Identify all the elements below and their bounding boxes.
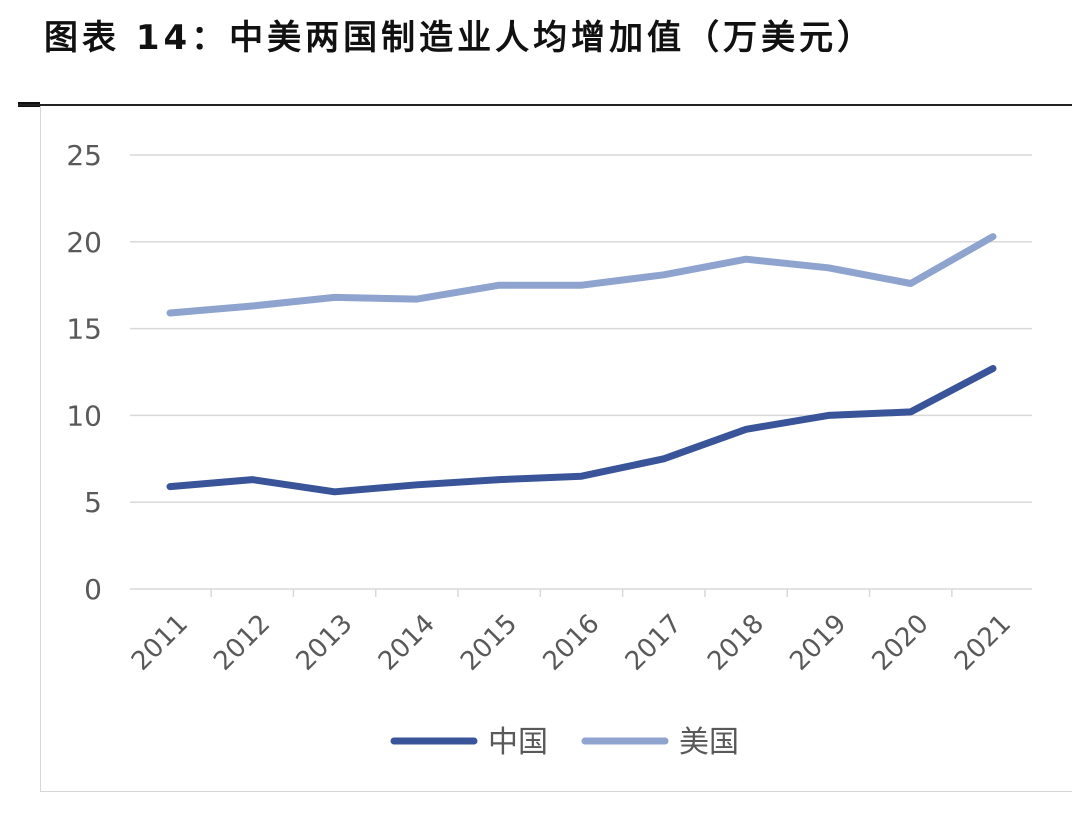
- gridlines: [130, 154, 1032, 597]
- x-tick-label: 2014: [373, 609, 441, 677]
- title-rule: [18, 104, 1072, 106]
- y-axis-ticks: 0 5 10 15 20 25: [66, 139, 102, 606]
- x-tick-label: 2018: [702, 609, 770, 677]
- x-tick-label: 2019: [784, 609, 852, 677]
- y-tick-label: 10: [66, 399, 102, 432]
- x-tick-label: 2017: [620, 609, 688, 677]
- y-tick-label: 25: [66, 139, 102, 172]
- series-line-1: [166, 233, 997, 317]
- x-tick-label: 2016: [537, 609, 605, 677]
- y-tick-label: 15: [66, 313, 102, 346]
- series-lines: [166, 233, 997, 496]
- x-tick-label: 2012: [208, 609, 276, 677]
- legend: 中国 美国: [390, 725, 739, 760]
- legend-label-0: 中国: [488, 725, 548, 760]
- x-tick-label: 2013: [291, 609, 359, 677]
- x-tick-label: 2020: [867, 609, 935, 677]
- x-tick-label: 2011: [126, 609, 194, 677]
- chart-title: 图表 14：中美两国制造业人均增加值（万美元）: [44, 18, 876, 58]
- y-tick-label: 20: [66, 226, 102, 259]
- legend-label-1: 美国: [679, 725, 739, 760]
- x-tick-label: 2015: [455, 609, 523, 677]
- x-tick-label: 2021: [949, 609, 1017, 677]
- y-tick-label: 0: [84, 573, 102, 606]
- series-line-0: [166, 365, 997, 496]
- x-axis-ticks: 2011 2012 2013 2014 2015 2016 2017 2018 2019 2020…: [126, 609, 1017, 677]
- y-tick-label: 5: [84, 486, 102, 519]
- chart-frame: [40, 106, 1072, 792]
